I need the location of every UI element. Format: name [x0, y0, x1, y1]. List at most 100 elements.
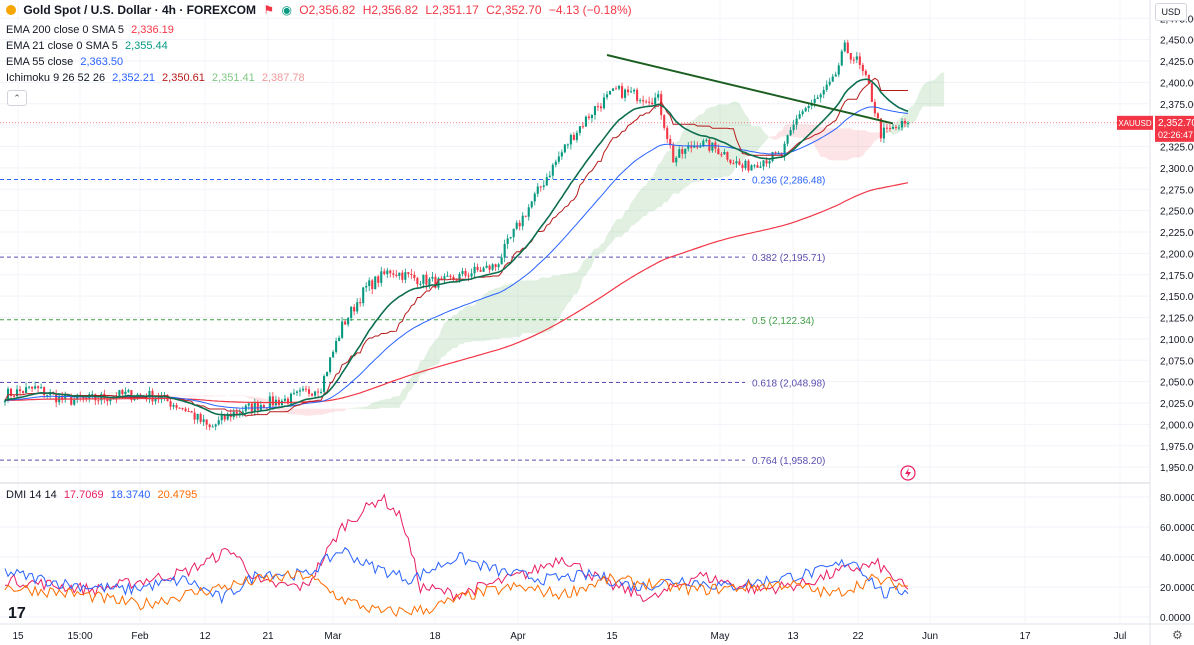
moving-averages: [4, 77, 909, 417]
legend-ema200[interactable]: EMA 200 close 0 SMA 5 2,336.19: [6, 24, 178, 36]
candle-body: [581, 126, 584, 128]
candle-body: [524, 215, 527, 217]
cloud-segment: [471, 305, 475, 342]
candle-body: [392, 273, 395, 275]
symbol-title[interactable]: Gold Spot / U.S. Dollar · 4h · FOREXCOM: [23, 3, 257, 17]
candle-body: [407, 272, 410, 274]
candle-body: [398, 272, 401, 276]
candle-body: [762, 160, 765, 167]
cloud-segment: [778, 130, 782, 139]
ohlc-low: L2,351.17: [425, 3, 479, 17]
candle-body: [344, 321, 347, 325]
candle-body: [861, 64, 864, 71]
candle-body: [347, 317, 350, 325]
legend-ema21[interactable]: EMA 21 close 0 SMA 5 2,355.44: [6, 40, 172, 52]
candle-body: [178, 407, 181, 409]
dmi-y-tick-label: 80.0000: [1160, 493, 1194, 504]
candle-body: [383, 271, 386, 275]
cloud-segment: [360, 406, 364, 410]
candle-body: [356, 302, 359, 312]
candle-body: [720, 154, 723, 156]
candle-body: [551, 164, 554, 176]
candle-body: [777, 152, 780, 154]
cloud-segment: [324, 408, 328, 415]
flag-icon[interactable]: ⚑: [263, 3, 275, 17]
cloud-segment: [366, 404, 370, 410]
cloud-segment: [438, 329, 442, 365]
candle-body: [828, 81, 831, 85]
grid: [0, 17, 1150, 618]
fibonacci-levels[interactable]: 0.236 (2,286.48) 0.382 (2,195.71) 0.5 (2,1…: [0, 122, 1150, 467]
symbol-header: Gold Spot / U.S. Dollar · 4h · FOREXCOM …: [6, 3, 636, 17]
cloud-segment: [895, 119, 899, 135]
tradingview-logo: 17: [8, 605, 26, 622]
candle-body: [82, 397, 85, 399]
candle-body: [539, 186, 542, 188]
candle-body: [837, 65, 840, 75]
candle-body: [410, 273, 413, 275]
candle-body: [636, 89, 639, 101]
candle-body: [500, 257, 503, 265]
dmi-y-tick-label: 20.0000: [1160, 583, 1194, 594]
legend-ema55[interactable]: EMA 55 close 2,363.50: [6, 56, 127, 68]
indicator-value: 17.7069: [63, 489, 104, 501]
currency-button[interactable]: USD: [1155, 3, 1187, 21]
candle-body: [717, 148, 720, 155]
y-tick-label: 2,050.00: [1160, 378, 1194, 389]
cloud-segment: [465, 305, 469, 343]
cloud-segment: [631, 199, 635, 227]
cloud-segment: [784, 124, 788, 137]
candle-body: [774, 152, 777, 154]
lightning-glyph: [905, 468, 911, 478]
settings-gear-icon[interactable]: ⚙: [1172, 628, 1183, 642]
candle-body: [795, 118, 798, 125]
cloud-segment: [938, 72, 942, 107]
cloud-segment: [652, 172, 656, 212]
cloud-segment: [321, 408, 325, 415]
candle-body: [214, 424, 217, 427]
ohlc-open: O2,356.82: [299, 3, 356, 17]
candle-body: [199, 413, 202, 422]
y-tick-label: 2,425.00: [1160, 57, 1194, 68]
cloud-segment: [194, 395, 198, 397]
candle-body: [271, 396, 274, 406]
candle-body: [876, 113, 879, 119]
candle-body: [786, 135, 789, 144]
cloud-segment: [453, 314, 457, 348]
dmi-minus-line: [4, 570, 909, 618]
cloud-segment: [769, 136, 773, 140]
candle-body: [338, 337, 341, 341]
cloud-segment: [393, 396, 397, 408]
dmi-y-tick-label: 60.0000: [1160, 523, 1194, 534]
cloud-segment: [546, 277, 550, 332]
cloud-segment: [597, 244, 601, 256]
candle-body: [12, 395, 16, 397]
candle-body: [590, 114, 593, 119]
y-tick-label: 2,450.00: [1160, 36, 1194, 47]
legend-dmi[interactable]: DMI 14 14 17.7069 18.3740 20.4795: [6, 489, 201, 501]
lightning-icon[interactable]: [900, 465, 916, 481]
price-tag-bg: [1155, 115, 1194, 142]
candle-body: [563, 144, 566, 153]
candle-body: [897, 127, 901, 129]
cloud-segment: [486, 290, 490, 341]
candle-body: [873, 101, 876, 114]
cloud-segment: [832, 128, 836, 161]
candle-body: [208, 424, 211, 428]
candle-body: [831, 76, 834, 82]
candle-body: [395, 274, 398, 276]
x-tick-label: 15:00: [67, 631, 92, 642]
legend-ichimoku[interactable]: Ichimoku 9 26 52 26 2,352.21 2,350.61 2,…: [6, 72, 309, 84]
candle-body: [527, 207, 530, 217]
cloud-segment: [637, 190, 641, 223]
candle-body: [578, 126, 581, 133]
cloud-segment: [474, 299, 478, 342]
candle-body: [894, 126, 898, 128]
trendline[interactable]: [606, 54, 894, 125]
collapse-legend-button[interactable]: ⌃: [7, 90, 27, 106]
candle-body: [425, 274, 428, 285]
descending-trendline[interactable]: [606, 54, 894, 125]
candle-body: [181, 408, 184, 410]
candle-body: [804, 108, 807, 112]
